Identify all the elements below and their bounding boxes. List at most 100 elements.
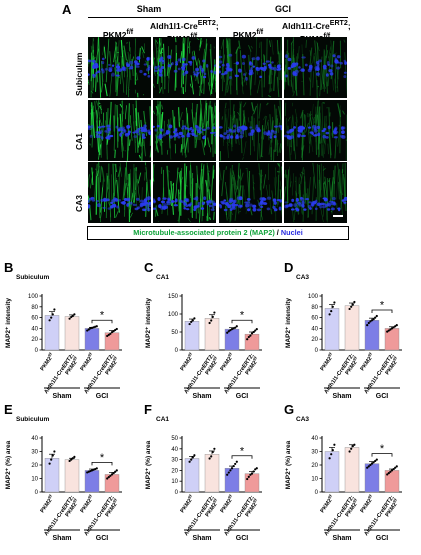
data-point-e-0-1	[50, 459, 52, 461]
panel-letter-b: B	[4, 260, 13, 275]
data-point-b-0-0	[49, 319, 51, 321]
x-tick-label-f-0: PKM2f/f	[178, 493, 196, 514]
significance-label-d: *	[380, 299, 385, 311]
y-tick-label-f-0: 0	[175, 490, 179, 496]
significance-label-e: *	[100, 452, 105, 464]
data-point-f-2-0	[226, 474, 228, 476]
bar-c-3	[245, 334, 259, 350]
panel-letter-c: C	[144, 260, 154, 275]
bar-d-0	[325, 308, 339, 350]
x-tick-label-b-0: PKM2f/f	[38, 351, 56, 372]
y-tick-label-g-4: 40	[311, 436, 318, 442]
y-tick-label-b-2: 40	[31, 326, 38, 332]
data-point-b-1-3	[73, 313, 75, 315]
data-point-d-2-0	[366, 324, 368, 326]
group-label-e-0: Sham	[52, 535, 71, 542]
bar-f-2	[225, 468, 239, 492]
data-point-d-3-6	[396, 324, 398, 326]
data-point-c-1-0	[209, 322, 211, 324]
group-label-b-1: GCI	[96, 393, 109, 400]
y-axis-label-e: MAP2⁺ (%) area	[5, 440, 12, 489]
y-tick-label-e-2: 20	[31, 463, 38, 469]
data-point-f-3-6	[256, 467, 258, 469]
micrograph-ca3-col4	[284, 162, 347, 223]
data-point-d-1-3	[353, 301, 355, 303]
y-axis-label-c: MAP2⁺ intensity	[145, 298, 152, 348]
group-label-sham: Sham	[86, 4, 212, 14]
panel-a-letter: A	[62, 2, 71, 17]
y-tick-label-e-3: 30	[31, 450, 38, 456]
x-tick-label-c-2: PKM2f/f	[218, 351, 236, 372]
data-point-f-0-0	[189, 461, 191, 463]
y-tick-label-f-5: 50	[171, 436, 178, 442]
data-point-f-2-1	[228, 471, 230, 473]
significance-label-g: *	[380, 443, 385, 455]
y-tick-label-e-1: 10	[31, 477, 38, 483]
data-point-f-0-3	[193, 454, 195, 456]
group-label-f-1: GCI	[236, 535, 249, 542]
micrograph-ca3-col1	[88, 162, 151, 223]
bar-f-3	[245, 474, 259, 492]
x-tick-label-e-0: PKM2f/f	[38, 493, 56, 514]
data-point-d-2-1	[368, 322, 370, 324]
data-point-f-3-1	[248, 476, 250, 478]
data-point-g-0-0	[329, 457, 331, 459]
y-axis-label-b: MAP2⁺ intensity	[5, 298, 12, 348]
data-point-f-2-4	[233, 465, 235, 467]
micrograph-ca1-col3	[219, 100, 282, 161]
bar-e-0	[45, 458, 59, 492]
y-tick-label-c-2: 100	[168, 312, 179, 318]
chart-title-e: Subiculum	[16, 416, 49, 423]
micrograph-caption: Microtubule-associated protein 2 (MAP2) …	[87, 226, 349, 240]
data-point-f-3-0	[246, 478, 248, 480]
y-tick-label-e-0: 0	[35, 490, 39, 496]
significance-label-f: *	[240, 445, 245, 457]
bar-c-0	[185, 321, 199, 350]
data-point-c-3-2	[249, 335, 251, 337]
y-tick-label-g-2: 20	[311, 463, 318, 469]
x-tick-label-b-2: PKM2f/f	[78, 351, 96, 372]
data-point-g-1-0	[349, 450, 351, 452]
group-label-b-0: Sham	[52, 393, 71, 400]
data-point-c-1-2	[212, 316, 214, 318]
x-tick-label-d-2: PKM2f/f	[358, 351, 376, 372]
micrograph-subiculum-col1	[88, 37, 151, 98]
data-point-f-1-2	[212, 451, 214, 453]
row-label-ca1: CA1	[74, 133, 84, 150]
panel-letter-f: F	[144, 402, 152, 417]
data-point-b-3-2	[109, 333, 111, 335]
y-tick-label-c-0: 0	[175, 348, 179, 354]
data-point-c-0-2	[192, 319, 194, 321]
data-point-b-3-6	[116, 328, 118, 330]
y-tick-label-e-4: 40	[31, 436, 38, 442]
y-tick-label-f-4: 40	[171, 447, 178, 453]
bar-f-1	[205, 454, 219, 492]
x-tick-label-e-2: PKM2f/f	[78, 493, 96, 514]
data-point-f-2-5	[234, 463, 236, 465]
data-point-f-1-0	[209, 457, 211, 459]
bar-e-2	[85, 470, 99, 492]
group-label-g-0: Sham	[332, 535, 351, 542]
data-point-f-2-6	[236, 461, 238, 463]
micrograph-ca1-col1	[88, 100, 151, 161]
panel-letter-d: D	[284, 260, 293, 275]
micrograph-subiculum-col2	[153, 37, 216, 98]
group-label-c-1: GCI	[236, 393, 249, 400]
y-tick-label-d-4: 80	[311, 305, 318, 311]
chart-title-c: CA1	[156, 274, 169, 281]
bar-g-0	[325, 452, 339, 493]
data-point-e-1-3	[73, 456, 75, 458]
data-point-b-0-2	[52, 313, 54, 315]
data-point-c-0-0	[189, 323, 191, 325]
data-point-c-3-6	[256, 328, 258, 330]
y-tick-label-g-3: 30	[311, 450, 318, 456]
data-point-f-1-3	[213, 448, 215, 450]
data-point-f-2-2	[229, 469, 231, 471]
data-point-g-1-3	[353, 444, 355, 446]
data-point-f-3-4	[253, 470, 255, 472]
